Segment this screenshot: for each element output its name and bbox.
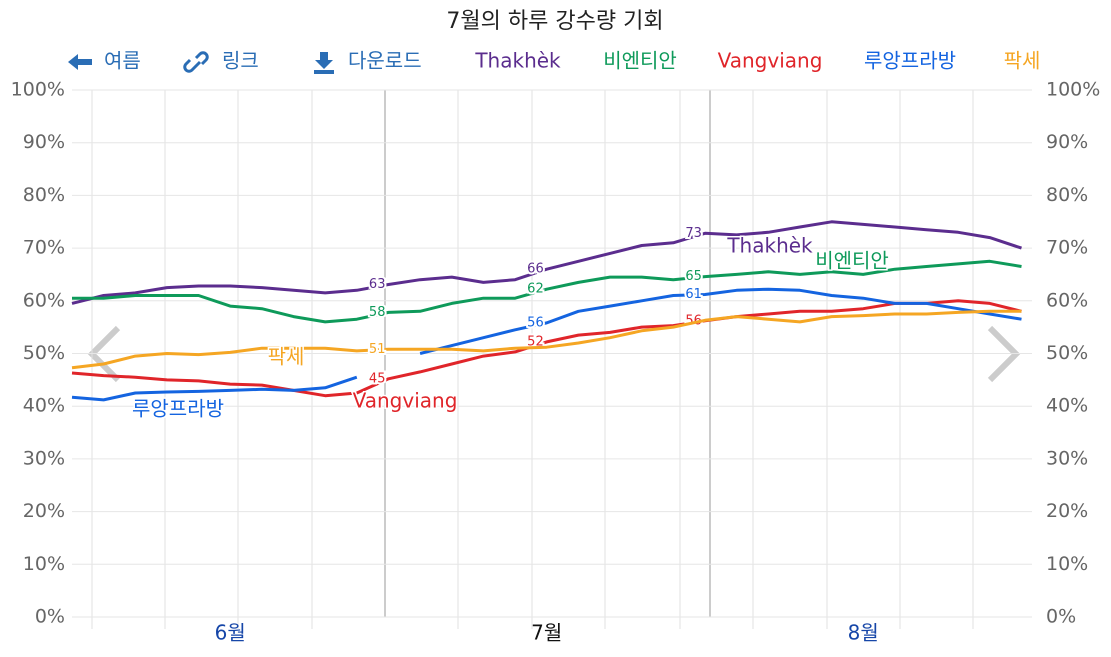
legend-entry[interactable]: Vangviang [718, 49, 823, 73]
value-label: 73 [685, 226, 702, 241]
y2-tick-label: 70% [1046, 237, 1088, 259]
download-label: 다운로드 [348, 49, 422, 73]
value-label: 66 [527, 262, 544, 277]
series-annotation: 루앙프라방 [132, 397, 224, 421]
y-tick-label: 50% [23, 342, 65, 364]
legend-entry[interactable]: 비엔티안 [603, 49, 677, 73]
y2-tick-label: 0% [1046, 606, 1076, 628]
y-tick-label: 0% [35, 606, 65, 628]
y-tick-label: 20% [23, 500, 65, 522]
y2-tick-label: 60% [1046, 289, 1088, 311]
link-button[interactable]: 링크 [183, 49, 259, 73]
value-label: 58 [369, 305, 386, 320]
y2-tick-label: 80% [1046, 184, 1088, 206]
value-label: 62 [527, 282, 544, 297]
back-icon [68, 54, 92, 70]
series-annotation: Vangviang [353, 389, 458, 413]
series-annotation: 팍세 [268, 345, 305, 369]
series-line [72, 259, 1022, 324]
back-button[interactable]: 여름 [68, 49, 141, 73]
legend-entry[interactable]: 루앙프라방 [864, 49, 956, 73]
y-tick-label: 10% [23, 553, 65, 575]
value-label: 63 [369, 277, 386, 292]
series-line [71, 309, 1022, 370]
y2-tick-label: 40% [1046, 395, 1088, 417]
y-tick-label: 40% [23, 395, 65, 417]
series-line [71, 299, 1022, 398]
legend-entry[interactable]: Thakhèk [474, 49, 561, 73]
back-label: 여름 [104, 49, 141, 73]
value-label: 51 [369, 342, 386, 357]
y2-tick-label: 50% [1046, 342, 1088, 364]
y2-tick-label: 10% [1046, 553, 1088, 575]
y2-tick-label: 30% [1046, 447, 1088, 469]
legend-entry[interactable]: 팍세 [1004, 49, 1041, 73]
download-button[interactable]: 다운로드 [314, 49, 422, 75]
series-line [71, 287, 1022, 402]
download-icon [314, 52, 334, 74]
link-label: 링크 [222, 49, 259, 73]
y-tick-label: 30% [23, 447, 65, 469]
series-annotation: 비엔티안 [815, 249, 889, 273]
y-tick-label: 60% [23, 289, 65, 311]
y-tick-label: 100% [11, 79, 65, 101]
y-tick-label: 70% [23, 237, 65, 259]
value-label: 45 [369, 371, 386, 386]
x-tick-label: 6월 [215, 621, 246, 645]
y-tick-label: 80% [23, 184, 65, 206]
chart-title: 7월의 하루 강수량 기회 [446, 9, 663, 34]
y2-tick-label: 90% [1046, 131, 1088, 153]
series-annotation: Thakhèk [726, 234, 813, 258]
y2-tick-label: 100% [1046, 79, 1100, 101]
value-label: 61 [685, 287, 702, 302]
y2-tick-label: 20% [1046, 500, 1088, 522]
value-label: 56 [527, 315, 544, 330]
series-line [71, 220, 1022, 305]
value-label: 65 [685, 269, 702, 284]
x-tick-label: 8월 [848, 621, 879, 645]
link-icon [183, 51, 209, 73]
y-tick-label: 90% [23, 131, 65, 153]
x-tick-label: 7월 [531, 621, 562, 645]
